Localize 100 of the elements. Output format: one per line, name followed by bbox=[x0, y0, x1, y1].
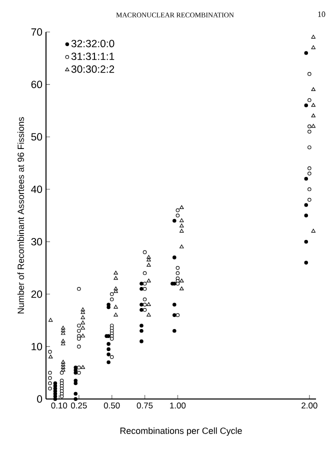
point bbox=[114, 289, 118, 293]
point bbox=[304, 203, 308, 207]
point bbox=[114, 270, 118, 275]
y-tick-label: 70 bbox=[31, 28, 42, 36]
point bbox=[110, 297, 114, 302]
point bbox=[304, 104, 308, 108]
point bbox=[308, 124, 312, 128]
point bbox=[176, 214, 180, 218]
point bbox=[60, 370, 64, 375]
point bbox=[308, 145, 312, 150]
point bbox=[172, 302, 176, 307]
y-tick-label: 40 bbox=[31, 186, 42, 193]
point bbox=[176, 282, 180, 286]
point bbox=[106, 342, 110, 346]
point bbox=[304, 51, 308, 55]
point bbox=[77, 366, 81, 370]
point bbox=[48, 381, 52, 386]
point bbox=[140, 282, 144, 286]
point bbox=[61, 342, 66, 346]
point bbox=[308, 172, 312, 176]
point bbox=[80, 320, 85, 324]
point bbox=[48, 354, 53, 358]
point bbox=[142, 250, 147, 254]
legend-label: 30:30:2:2 bbox=[71, 65, 114, 73]
legend-label: 32:32:0:0 bbox=[71, 40, 114, 48]
point bbox=[176, 313, 180, 318]
x-tick-label: 1.00 bbox=[170, 402, 186, 409]
point bbox=[80, 315, 85, 320]
point bbox=[180, 224, 184, 228]
x-axis-title: Recombinations per Cell Cycle bbox=[120, 427, 242, 436]
point bbox=[140, 287, 144, 291]
y-tick-label: 20 bbox=[31, 290, 42, 298]
point bbox=[311, 34, 316, 39]
point bbox=[61, 362, 66, 366]
point bbox=[77, 370, 81, 375]
point bbox=[48, 370, 52, 375]
x-tick-label: 0.10 bbox=[51, 402, 68, 409]
point bbox=[74, 397, 78, 401]
point bbox=[80, 365, 85, 369]
point bbox=[48, 386, 52, 390]
point bbox=[308, 72, 312, 76]
y-tick-label: 60 bbox=[31, 80, 42, 88]
point bbox=[114, 286, 118, 290]
point bbox=[61, 368, 66, 372]
point bbox=[180, 205, 184, 209]
point bbox=[74, 370, 78, 375]
point bbox=[180, 286, 184, 290]
point bbox=[308, 198, 312, 202]
point bbox=[172, 256, 176, 260]
point bbox=[106, 347, 110, 352]
point bbox=[106, 352, 110, 356]
point bbox=[77, 336, 81, 341]
point bbox=[114, 276, 118, 280]
point bbox=[77, 324, 81, 328]
point bbox=[308, 130, 312, 134]
x-tick-label: 0.25 bbox=[71, 402, 87, 409]
point bbox=[142, 297, 147, 302]
point bbox=[77, 328, 81, 333]
point bbox=[48, 318, 53, 322]
y-tick-label: 0 bbox=[37, 395, 42, 403]
point bbox=[53, 397, 58, 401]
point bbox=[48, 376, 52, 380]
point bbox=[180, 228, 184, 233]
point bbox=[61, 326, 66, 330]
point bbox=[311, 124, 316, 128]
x-tick-label: 2.00 bbox=[302, 402, 318, 409]
point bbox=[304, 176, 308, 181]
point bbox=[48, 350, 52, 354]
point bbox=[311, 228, 316, 233]
point bbox=[176, 266, 180, 270]
point bbox=[172, 328, 176, 333]
y-tick-label: 50 bbox=[31, 133, 42, 141]
legend-label: 31:31:1:1 bbox=[71, 52, 114, 60]
point bbox=[146, 255, 151, 259]
point bbox=[140, 324, 144, 328]
point bbox=[311, 103, 316, 107]
point bbox=[110, 355, 114, 359]
point bbox=[60, 394, 64, 398]
point bbox=[180, 244, 184, 248]
y-axis-title: Number of Recombinant Assortees at 96 Fissions bbox=[17, 117, 24, 314]
point bbox=[114, 304, 118, 309]
point bbox=[140, 308, 144, 312]
point bbox=[304, 240, 308, 244]
point bbox=[106, 305, 110, 310]
point bbox=[172, 313, 176, 318]
point bbox=[142, 282, 147, 286]
point bbox=[142, 287, 147, 291]
point bbox=[180, 218, 184, 222]
x-tick-label: 0.50 bbox=[104, 402, 120, 409]
point bbox=[77, 287, 81, 291]
y-tick-label: 10 bbox=[32, 342, 42, 350]
point bbox=[304, 260, 308, 265]
point bbox=[311, 113, 316, 118]
point bbox=[114, 312, 118, 316]
point bbox=[176, 208, 180, 212]
point bbox=[74, 381, 78, 386]
point bbox=[146, 262, 151, 267]
point bbox=[110, 292, 114, 296]
point bbox=[142, 302, 147, 307]
point bbox=[146, 258, 151, 262]
